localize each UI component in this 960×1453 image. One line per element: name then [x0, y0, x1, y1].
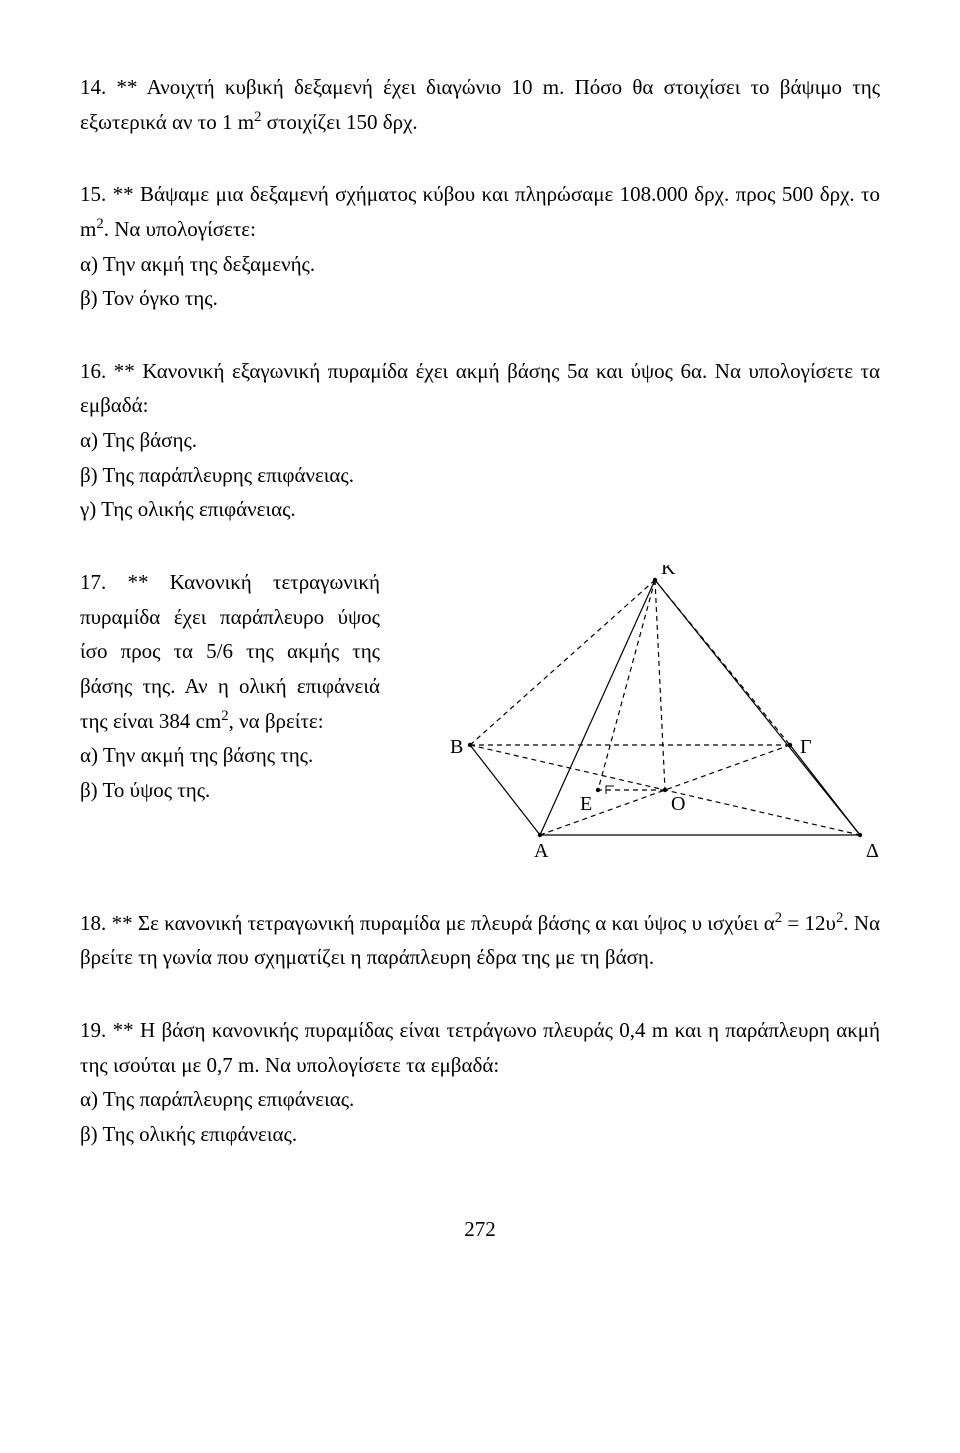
problem-stars: ** [113, 182, 134, 206]
problem-stars: ** [117, 75, 138, 99]
sub-item-a: α) Την ακμή της βάσης της. [80, 738, 380, 773]
svg-text:Γ: Γ [800, 736, 812, 758]
sub-item-b: β) Της ολικής επιφάνειας. [80, 1117, 880, 1152]
problem-number: 17. [80, 570, 106, 594]
problem-number: 15. [80, 182, 106, 206]
problem-number: 19. [80, 1018, 106, 1042]
problem-text: = 12υ [782, 911, 836, 935]
problem-16: 16. ** Κανονική εξαγωνική πυραμίδα έχει … [80, 354, 880, 527]
page-number: 272 [80, 1212, 880, 1247]
problem-number: 18. [80, 911, 106, 935]
problem-number: 16. [80, 359, 106, 383]
svg-text:Β: Β [450, 736, 463, 758]
problem-17-with-figure: 17. ** Κανονική τετραγωνική πυραμίδα έχε… [80, 565, 880, 876]
sub-item-a: α) Της βάσης. [80, 423, 880, 458]
problem-18: 18. ** Σε κανονική τετραγωνική πυραμίδα … [80, 906, 880, 975]
problem-stars: ** [114, 359, 135, 383]
problem-text: Κανονική εξαγωνική πυραμίδα έχει ακμή βά… [80, 359, 880, 418]
sub-item-b: β) Τον όγκο της. [80, 281, 880, 316]
superscript: 2 [221, 708, 228, 724]
problem-stars: ** [127, 570, 148, 594]
svg-text:Α: Α [534, 840, 549, 862]
svg-text:Ο: Ο [671, 793, 685, 815]
problem-17: 17. ** Κανονική τετραγωνική πυραμίδα έχε… [80, 565, 400, 807]
problem-text: στοιχίζει 150 δρχ. [261, 110, 417, 134]
problem-stars: ** [113, 1018, 134, 1042]
pyramid-figure: Κ Β Γ Α Δ Ο Ε [400, 565, 880, 876]
sub-item-a: α) Της παράπλευρης επιφάνειας. [80, 1082, 880, 1117]
problem-number: 14. [80, 75, 106, 99]
problem-text: . Να υπολογίσετε: [104, 217, 256, 241]
problem-15: 15. ** Βάψαμε μια δεξαμενή σχήματος κύβο… [80, 177, 880, 316]
svg-text:Ε: Ε [580, 793, 592, 815]
svg-text:Κ: Κ [661, 565, 676, 579]
sub-item-c: γ) Της ολικής επιφάνειας. [80, 492, 880, 527]
superscript: 2 [96, 216, 103, 232]
problem-text: , να βρείτε: [229, 709, 324, 733]
sub-item-a: α) Την ακμή της δεξαμενής. [80, 247, 880, 282]
problem-text: Η βάση κανονικής πυραμίδας είναι τετράγω… [80, 1018, 880, 1077]
problem-19: 19. ** Η βάση κανονικής πυραμίδας είναι … [80, 1013, 880, 1152]
problem-stars: ** [112, 911, 133, 935]
problem-14: 14. ** Ανοιχτή κυβική δεξαμενή έχει διαγ… [80, 70, 880, 139]
problem-text: Ανοιχτή κυβική δεξαμενή έχει διαγώνιο 10… [80, 75, 880, 134]
sub-item-b: β) Το ύψος της. [80, 773, 380, 808]
svg-text:Δ: Δ [866, 840, 879, 862]
pyramid-svg: Κ Β Γ Α Δ Ο Ε [400, 565, 880, 865]
superscript: 2 [775, 910, 782, 926]
sub-item-b: β) Της παράπλευρης επιφάνειας. [80, 458, 880, 493]
problem-text: Σε κανονική τετραγωνική πυραμίδα με πλευ… [138, 911, 775, 935]
